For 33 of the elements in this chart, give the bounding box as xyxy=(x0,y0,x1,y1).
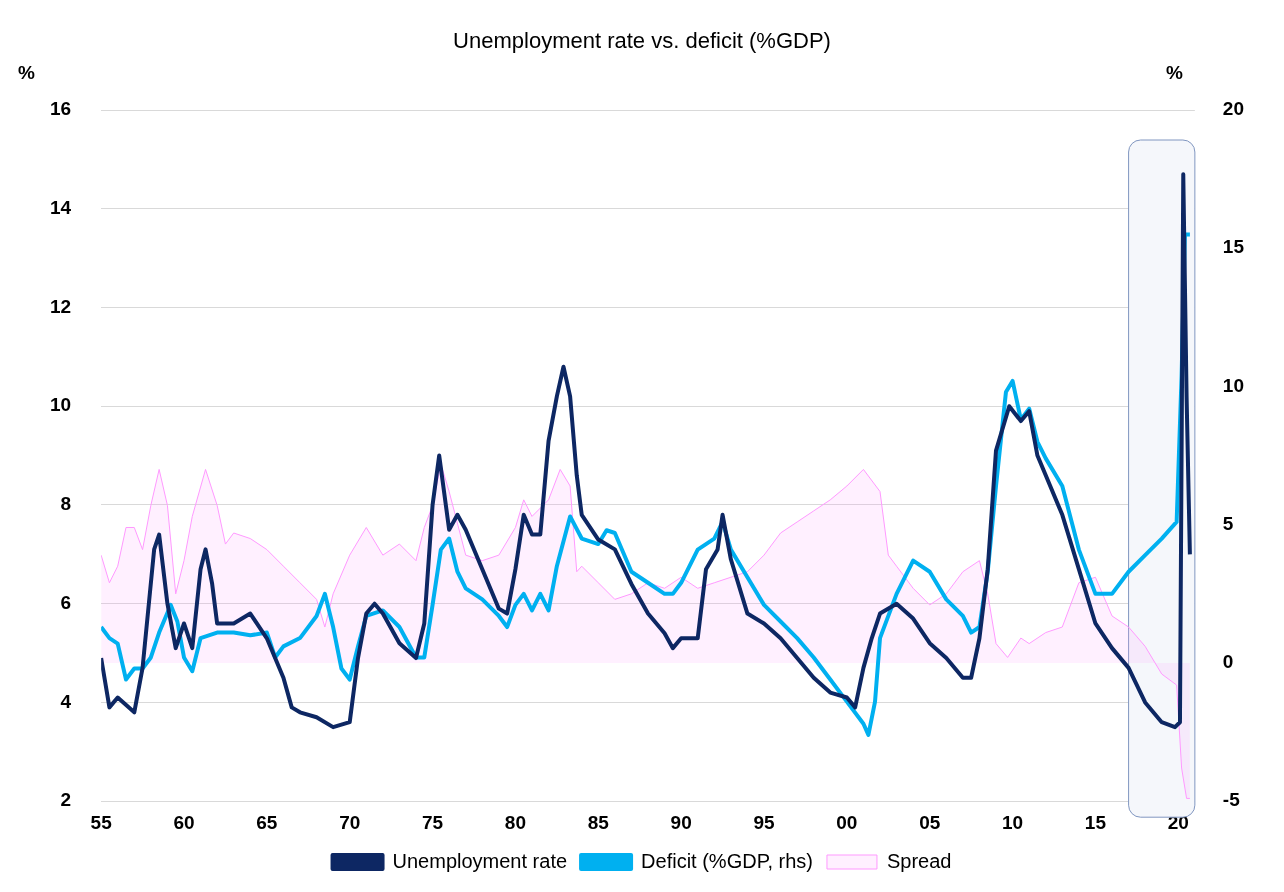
x-tick-label: 95 xyxy=(753,811,775,833)
x-tick-label: 70 xyxy=(339,811,361,833)
chart-title: Unemployment rate vs. deficit (%GDP) xyxy=(452,28,832,54)
y2-tick-label: 15 xyxy=(1222,236,1245,258)
x-tick-label: 05 xyxy=(919,811,941,833)
y2-axis-title: % xyxy=(1166,62,1183,84)
x-tick-label: 80 xyxy=(504,811,526,833)
y-tick-label: 4 xyxy=(60,690,72,712)
y2-tick-label: 5 xyxy=(1222,512,1234,534)
x-tick-label: 10 xyxy=(1002,811,1024,833)
y2-tick-label: -5 xyxy=(1222,789,1241,811)
y-axis-title: % xyxy=(18,62,35,84)
y-tick-label: 8 xyxy=(60,493,72,515)
y-tick-label: 6 xyxy=(60,591,72,613)
legend-label: Unemployment rate xyxy=(392,849,568,872)
x-tick-label: 75 xyxy=(422,811,444,833)
y-tick-label: 2 xyxy=(60,789,72,811)
y-tick-label: 12 xyxy=(49,295,72,317)
x-tick-label: 15 xyxy=(1084,811,1107,833)
x-tick-label: 60 xyxy=(173,811,195,833)
y2-tick-label: 10 xyxy=(1222,374,1245,396)
y2-tick-label: 0 xyxy=(1222,651,1234,673)
x-tick-label: 55 xyxy=(90,811,113,833)
x-tick-label: 65 xyxy=(256,811,278,833)
x-tick-label: 90 xyxy=(670,811,692,833)
y2-tick-label: 20 xyxy=(1222,98,1245,120)
legend-label: Spread xyxy=(886,849,952,872)
y-tick-label: 14 xyxy=(49,196,72,218)
y-tick-label: 16 xyxy=(49,98,72,120)
y-tick-label: 10 xyxy=(49,394,72,416)
legend-label: Deficit (%GDP, rhs) xyxy=(641,849,813,872)
x-tick-label: 85 xyxy=(587,811,610,833)
x-tick-label: 00 xyxy=(836,811,858,833)
